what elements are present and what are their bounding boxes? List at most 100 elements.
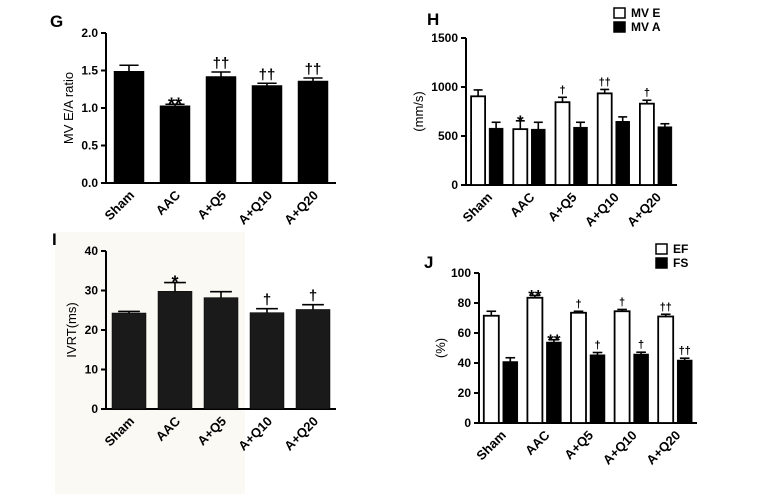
panel-i-bar-aq20-ivrtms: [295, 309, 331, 410]
panel-i-significance-marker: †: [263, 292, 271, 309]
panel-i-letter: I: [52, 230, 57, 249]
panel-h-letter: H: [427, 10, 439, 29]
panel-h-bar-aq10-mve: [596, 92, 613, 186]
panel-j-y-tick-label: 80: [458, 296, 472, 310]
panel-j-legend-swatch: [655, 257, 668, 269]
panel-g-category-label: A+Q10: [235, 188, 275, 228]
panel-h-y-tick-label: 1000: [431, 80, 458, 94]
panel-i-y-tick-label: 10: [85, 363, 99, 377]
panel-h-significance-marker: ††: [599, 76, 611, 88]
panel-j-category-label: A+Q10: [600, 428, 640, 468]
panel-g-y-tick-label: 0.0: [81, 176, 98, 190]
panel-j: J020406080100(%)Sham****AAC††A+Q5††A+Q10…: [424, 242, 697, 468]
panel-g-significance-marker: ††: [305, 61, 322, 78]
panel-h-legend-swatch: [613, 21, 626, 33]
panel-i-bar-sham-ivrtms: [111, 312, 147, 410]
panel-j-bar-aq5-fs: [589, 354, 606, 424]
panel-g-bar-aq5-mvearatio: [205, 76, 237, 184]
panel-h-category-label: A+Q10: [582, 190, 622, 230]
panel-h-legend-label: MV E: [631, 6, 660, 20]
panel-i-significance-marker: †: [309, 288, 317, 305]
panel-g-category-label: Sham: [101, 188, 137, 224]
panel-g-significance-marker: ††: [259, 66, 276, 83]
panel-i-bar-aq10-ivrtms: [249, 312, 285, 410]
panel-h-category-label: Sham: [460, 190, 496, 226]
panel-j-y-tick-label: 0: [464, 416, 471, 430]
panel-i-y-tick-label: 40: [85, 244, 99, 258]
panel-j-bar-aq10-fs: [633, 353, 649, 424]
panel-i-y-axis-title: IVRT(ms): [64, 302, 79, 357]
panel-j-significance-marker: †: [594, 340, 600, 352]
panel-h-category-label: AAC: [507, 189, 538, 220]
panel-j-bar-aq10-ef: [613, 310, 631, 424]
panel-h-bar-aq5-mva: [573, 126, 588, 186]
panel-h-significance-marker: *: [517, 112, 524, 131]
panel-g-bar-sham-mvearatio: [113, 71, 145, 184]
panel-j-category-label: A+Q20: [643, 428, 683, 468]
panel-i-y-tick-label: 20: [85, 323, 99, 337]
panel-j-significance-marker: †: [575, 298, 581, 310]
panel-j-significance-marker: ††: [679, 345, 691, 357]
panel-h-y-tick-label: 0: [451, 178, 458, 192]
panel-j-bar-sham-ef: [482, 314, 500, 424]
panel-g-category-label: A+Q20: [281, 188, 321, 228]
panel-j-y-tick-label: 100: [451, 266, 471, 280]
panel-i-significance-marker: *: [171, 273, 178, 293]
panel-j-legend-label: FS: [673, 256, 688, 270]
panel-g-y-axis-title: MV E/A ratio: [61, 72, 76, 144]
panel-h-legend-label: MV A: [631, 20, 661, 34]
panel-j-category-label: Sham: [473, 428, 509, 464]
panel-h-bar-sham-mva: [488, 127, 504, 186]
panel-g: G 0.0 0.5 1.0 1.5 2.0 MV E/A ratio Sham ** AAC †† A…: [50, 12, 336, 228]
panel-h-legend-swatch: [613, 7, 626, 19]
panel-j-y-tick-label: 40: [458, 356, 472, 370]
panel-j-category-label: AAC: [522, 427, 553, 458]
panel-g-y-tick-label: 0.5: [81, 139, 98, 153]
panel-j-y-axis-title: (%): [433, 338, 448, 358]
panel-g-significance-marker: **: [168, 94, 182, 114]
panel-j-bar-sham-fs: [502, 361, 519, 424]
panel-i-bar-aac-ivrtms: [157, 291, 193, 410]
panel-j-significance-marker: **: [528, 287, 542, 306]
panel-h-significance-marker: †: [644, 87, 650, 99]
panel-g-category-label: A+Q5: [194, 188, 229, 223]
panel-j-bar-aq20-ef: [657, 315, 675, 424]
panel-g-y-tick-label: 1.0: [81, 101, 98, 115]
panel-h-bar-aq20-mve: [639, 102, 655, 186]
panel-j-significance-marker: ††: [660, 301, 672, 313]
panel-j-bar-aq20-fs: [676, 359, 693, 424]
panel-h: H 0 500 1000 1500 (mm/s) Sham * AAC † A+Q5 †† A+Q10 †…: [411, 6, 677, 230]
panel-j-category-label: A+Q5: [561, 428, 596, 463]
panel-i-y-tick-label: 0: [91, 402, 98, 416]
panel-h-category-label: A+Q5: [545, 190, 580, 225]
panel-j-y-tick-label: 60: [458, 326, 472, 340]
panel-i-y-tick-label: 30: [85, 284, 99, 298]
panel-i-bar-aq5-ivrtms: [203, 297, 239, 410]
panel-h-bar-aac-mve: [512, 128, 529, 186]
panel-h-bar-aq5-mve: [554, 101, 571, 186]
panel-j-y-tick-label: 20: [458, 386, 472, 400]
panel-g-significance-marker: ††: [213, 55, 230, 72]
panel-h-y-axis-title: (mm/s): [411, 91, 426, 131]
panel-g-letter: G: [50, 12, 63, 31]
panel-g-y-tick-label: 1.5: [81, 64, 98, 78]
panel-g-y-tick-label: 2.0: [81, 26, 98, 40]
panel-g-bar-aac-mvearatio: [159, 105, 191, 184]
panel-g-bar-aq20-mvearatio: [297, 80, 329, 184]
panel-h-category-label: A+Q20: [624, 190, 664, 230]
panel-h-bar-aq20-mva: [657, 126, 673, 186]
panel-i-category-label: A+Q20: [281, 414, 321, 454]
panel-j-significance-marker: **: [547, 331, 561, 350]
panel-j-significance-marker: †: [638, 339, 644, 351]
panel-h-bar-sham-mve: [470, 95, 487, 186]
panel-j-significance-marker: †: [619, 296, 625, 308]
panel-g-bar-aq10-mvearatio: [251, 85, 283, 184]
panel-j-legend-label: EF: [673, 242, 688, 256]
panel-j-bar-aq5-ef: [570, 311, 587, 424]
panel-j-letter: J: [424, 253, 433, 272]
panel-j-legend-swatch: [655, 243, 668, 255]
panel-h-y-tick-label: 500: [438, 129, 458, 143]
panel-h-y-tick-label: 1500: [431, 31, 458, 45]
panel-g-category-label: AAC: [153, 187, 184, 218]
